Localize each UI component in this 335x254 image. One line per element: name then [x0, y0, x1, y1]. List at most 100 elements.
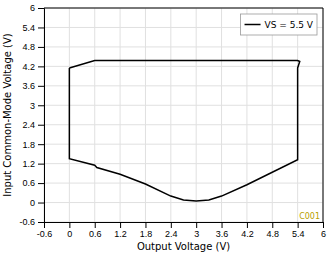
tick-label: 1.8 — [22, 140, 35, 150]
tick-label: 1.8 — [140, 229, 153, 239]
tick-mark — [38, 125, 44, 126]
grid-line-y — [44, 46, 323, 47]
tick: 4.8 — [22, 42, 44, 52]
tick-mark — [222, 222, 223, 228]
tick-mark — [38, 222, 44, 223]
grid-line-x — [246, 8, 247, 222]
tick-label: 6 — [321, 229, 326, 239]
tick: 5.4 — [292, 222, 305, 239]
tick-label: 1.2 — [114, 229, 127, 239]
tick: 3 — [30, 101, 44, 111]
grid-line-x — [120, 8, 121, 222]
tick-mark — [272, 222, 273, 228]
annotation: C001 — [299, 212, 320, 221]
grid-line-x — [323, 8, 324, 222]
tick-label: 0.6 — [89, 229, 102, 239]
tick: 0 — [30, 198, 44, 208]
tick-mark — [145, 222, 146, 228]
tick-mark — [247, 222, 248, 228]
grid-line-x — [272, 8, 273, 222]
grid-line-y — [44, 144, 323, 145]
tick-label: -0.6 — [19, 217, 35, 227]
tick-label: 5.4 — [292, 229, 305, 239]
tick-mark — [69, 222, 70, 228]
tick-mark — [38, 47, 44, 48]
tick: 4.8 — [267, 222, 280, 239]
tick: 1.8 — [22, 140, 44, 150]
tick: 0 — [67, 222, 72, 239]
tick: 3 — [194, 222, 199, 239]
x-axis: -0.600.61.21.82.433.64.24.85.46 — [37, 222, 326, 239]
tick-mark — [38, 66, 44, 67]
legend-item: VS = 5.5 V — [245, 20, 314, 30]
legend-box — [241, 14, 317, 35]
tick-label: 3 — [194, 229, 199, 239]
grid-line-x — [94, 8, 95, 222]
tick-label: 3 — [30, 101, 35, 111]
tick: 6 — [30, 3, 44, 13]
grid-line-x — [221, 8, 222, 222]
tick-mark — [120, 222, 121, 228]
tick: 4.2 — [241, 222, 254, 239]
grid-line-x — [170, 8, 171, 222]
tick-label: 4.2 — [22, 62, 35, 72]
y-axis-label: Input Common-Mode Voltage (V) — [2, 33, 13, 197]
tick-label: 6 — [30, 3, 35, 13]
tick-mark — [38, 8, 44, 9]
legend: VS = 5.5 V — [241, 14, 317, 35]
grid-line-y — [44, 105, 323, 106]
series-line — [69, 61, 299, 201]
plot-area: -0.6 0 0.6 1.2 1.8 2.4 3 3.6 4.2 4.8 5.4 6 -0.6 0 0.6 1… — [19, 3, 326, 239]
tick-label: 3.6 — [22, 81, 35, 91]
tick-mark — [323, 222, 324, 228]
axis-line — [45, 223, 324, 229]
legend-label: VS = 5.5 V — [265, 20, 314, 30]
frame-top — [44, 8, 323, 9]
grid-line-y — [44, 183, 323, 184]
grid-line-x — [196, 8, 197, 222]
tick-mark — [38, 183, 44, 184]
tick-mark — [298, 222, 299, 228]
frame-right — [323, 8, 324, 222]
grid-line-y — [44, 202, 323, 203]
grid-line-x — [145, 8, 146, 222]
grid — [44, 8, 323, 222]
grid-line-y — [44, 66, 323, 67]
tick-label: 0 — [30, 198, 35, 208]
tick-label: 4.8 — [267, 229, 280, 239]
tick-mark — [38, 86, 44, 87]
tick-mark — [38, 105, 44, 106]
tick: 3.6 — [216, 222, 229, 239]
tick-mark — [171, 222, 172, 228]
x-axis-label: Output Voltage (V) — [137, 241, 230, 252]
tick-label: -0.6 — [37, 229, 53, 239]
chart: -0.6 0 0.6 1.2 1.8 2.4 3 3.6 4.2 4.8 5.4 6 -0.6 0 0.6 1… — [0, 0, 335, 254]
tick-mark — [95, 222, 96, 228]
tick-label: 2.4 — [22, 120, 35, 130]
y-axis: -0.6 0 0.6 1.2 1.8 2.4 3 3.6 4.2 4.8 5.4 6 — [19, 3, 44, 227]
tick-label: 0 — [67, 229, 72, 239]
tick-mark — [38, 164, 44, 165]
tick: 5.4 — [22, 23, 44, 33]
tick: 4.2 — [22, 62, 44, 72]
tick-mark — [38, 144, 44, 145]
tick-label: 4.2 — [241, 229, 254, 239]
tick: 6 — [321, 222, 326, 239]
tick: 3.6 — [22, 81, 44, 91]
tick: -0.6 — [19, 217, 44, 227]
tick: -0.6 — [37, 222, 53, 239]
grid-line-y — [44, 124, 323, 125]
tick-label: 0.6 — [22, 178, 35, 188]
tick: 2.4 — [22, 120, 44, 130]
tick-label: 4.8 — [22, 42, 35, 52]
tick: 0.6 — [22, 178, 44, 188]
tick: 1.8 — [140, 222, 153, 239]
tick-label: 5.4 — [22, 23, 35, 33]
grid-line-y — [44, 8, 323, 9]
tick-label: 3.6 — [216, 229, 229, 239]
legend-swatch — [245, 24, 261, 26]
tick-label: 1.2 — [22, 159, 35, 169]
tick-mark — [196, 222, 197, 228]
axis-line — [38, 9, 45, 223]
series-group — [69, 61, 299, 201]
